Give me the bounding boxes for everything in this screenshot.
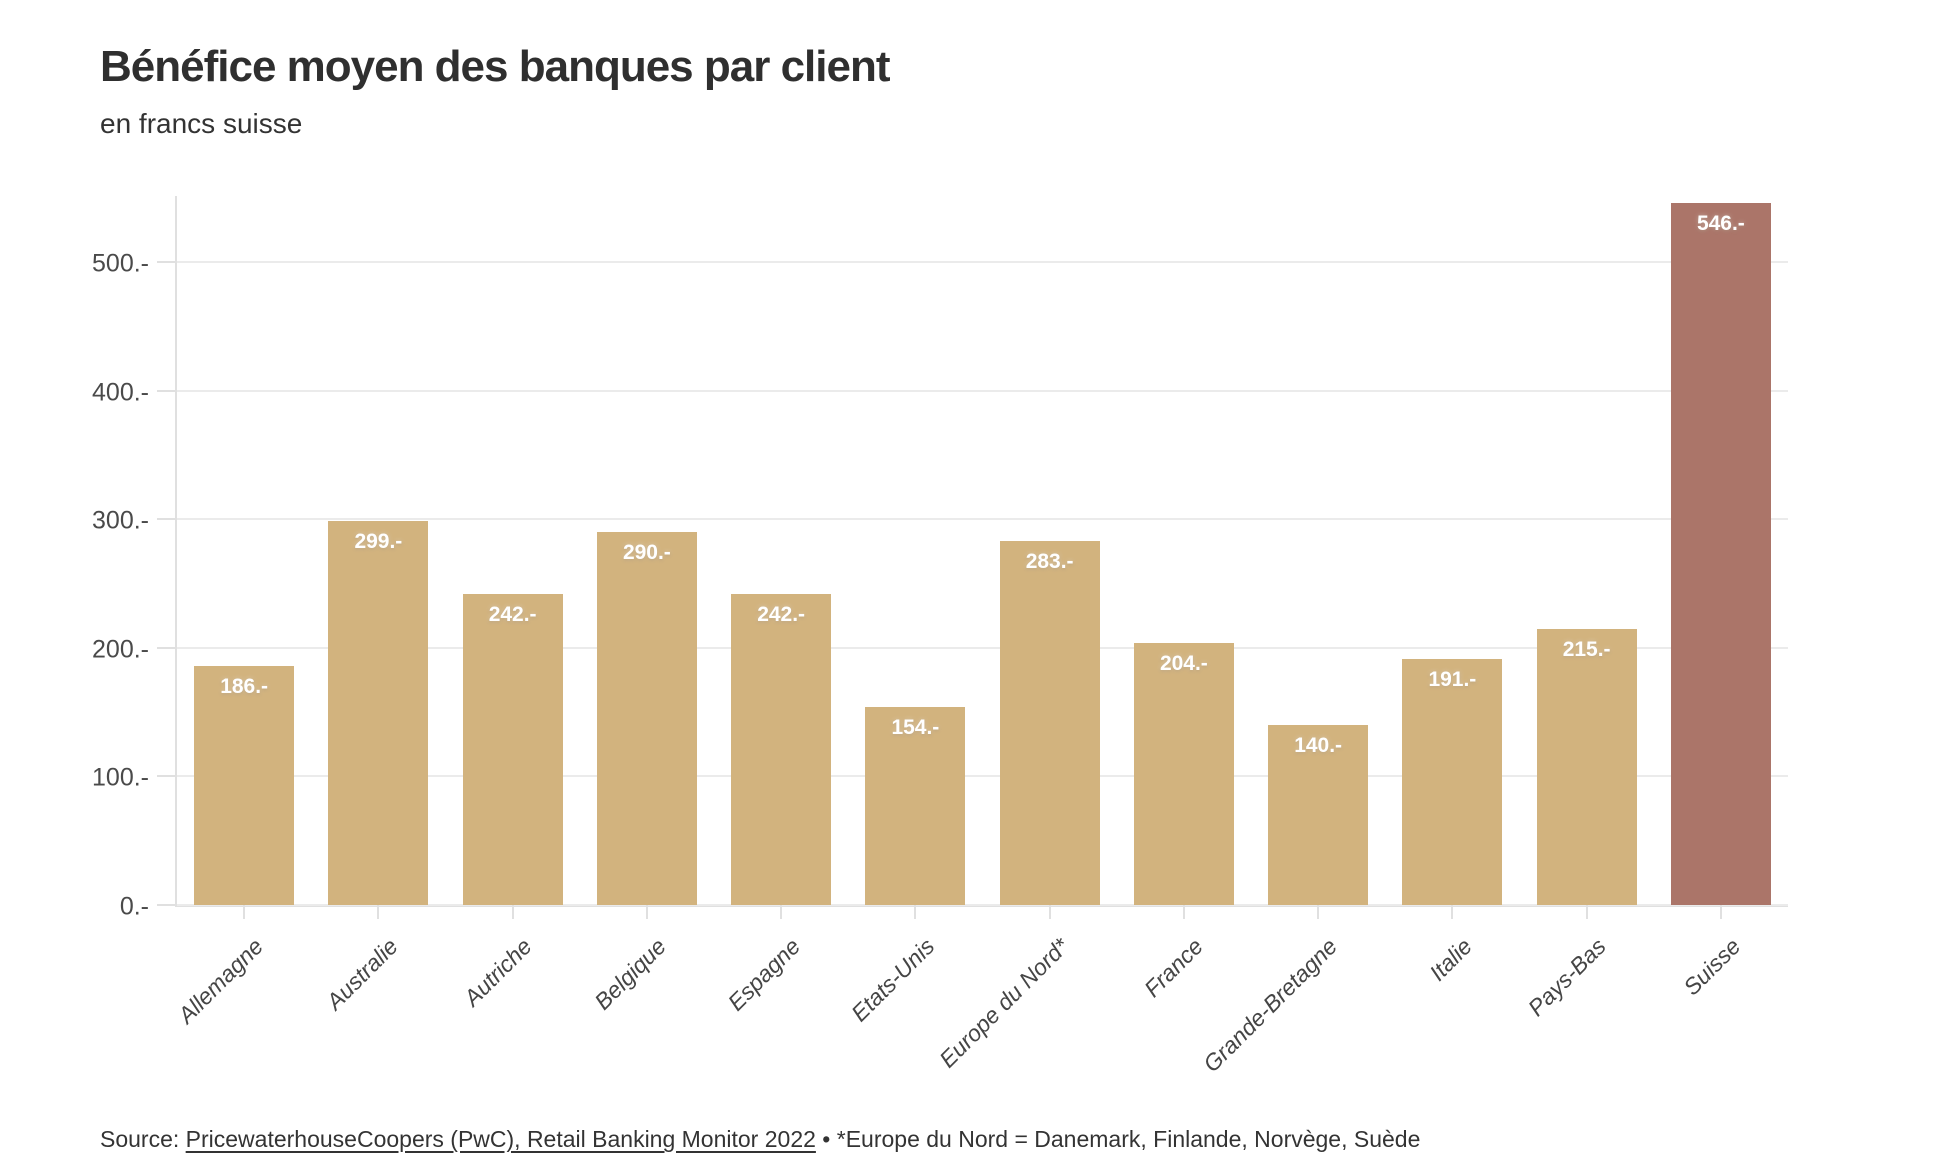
bar-australie[interactable]: 299.-	[328, 520, 429, 905]
x-axis-label-suisse: Suisse	[1678, 933, 1746, 1001]
x-axis-tick-europe-du-nord	[1048, 905, 1051, 919]
x-axis-label-etats-unis: Etats-Unis	[846, 933, 940, 1027]
y-axis-label-0: 0.-	[119, 892, 149, 921]
bar-slot-etats-unis: 154.- Etats-Unis	[846, 196, 982, 1026]
gridline-0	[177, 904, 1788, 906]
bar-slot-france: 204.- France	[1117, 196, 1251, 1002]
bar-value-suisse: 546.-	[1696, 212, 1745, 235]
x-axis-label-grande-bretagne: Grande-Bretagne	[1198, 933, 1343, 1078]
bar-value-italie: 191.-	[1428, 668, 1477, 692]
x-axis-tick-allemagne	[243, 905, 246, 919]
x-axis-tick-pays-bas	[1585, 905, 1588, 919]
bar-slot-allemagne: 186.- Allemagne	[173, 196, 311, 1028]
bar-value-pays-bas: 215.-	[1562, 637, 1611, 661]
chart-subtitle: en francs suisse	[100, 108, 303, 139]
bar-slot-pays-bas: 215.- Pays-Bas	[1520, 196, 1654, 1021]
y-axis-tick-0	[157, 904, 175, 906]
bar-slot-grande-bretagne: 140.- Grande-Bretagne	[1198, 196, 1385, 1077]
x-axis-tick-italie	[1451, 905, 1454, 919]
bar-slot-europe-du-nord: 283.- Europe du Nord*	[934, 196, 1117, 1073]
y-axis-tick-300	[157, 518, 175, 521]
x-axis-label-allemagne: Allemagne	[173, 933, 269, 1029]
bar-slot-belgique: 290.- Belgique	[580, 196, 714, 1015]
bar-value-grande-bretagne: 140.-	[1294, 734, 1343, 757]
bar-value-belgique: 290.-	[622, 541, 671, 565]
x-axis-tick-etats-unis	[914, 905, 917, 919]
bar-value-autriche: 242.-	[488, 602, 537, 626]
bar-pays-bas[interactable]: 215.-	[1536, 628, 1637, 905]
x-axis-tick-suisse	[1719, 905, 1722, 919]
x-axis-tick-grande-bretagne	[1317, 905, 1320, 919]
x-axis-label-australie: Australie	[321, 933, 403, 1015]
bar-autriche[interactable]: 242.-	[462, 593, 563, 905]
y-axis-tick-500	[157, 261, 175, 264]
source-prefix: Source:	[100, 1126, 186, 1152]
x-axis-tick-australie	[377, 905, 380, 919]
x-axis-label-belgique: Belgique	[589, 933, 672, 1015]
x-axis-label-france: France	[1139, 933, 1209, 1003]
bar-italie[interactable]: 191.-	[1402, 659, 1503, 905]
bar-slot-australie: 299.- Australie	[311, 196, 445, 1015]
plot-area: 0.- 100.- 200.- 300.- 400.- 500.- 186.- Allema…	[92, 196, 1788, 1077]
gridline-400	[177, 389, 1788, 392]
bar-france[interactable]: 204.-	[1133, 642, 1234, 905]
gridline-300	[177, 518, 1788, 521]
bar-slot-espagne: 242.- Espagne	[714, 196, 848, 1016]
y-axis-label-100: 100.-	[92, 763, 149, 792]
bar-value-espagne: 242.-	[757, 602, 806, 626]
bar-etats-unis[interactable]: 154.-	[865, 707, 966, 905]
bar-slot-autriche: 242.- Autriche	[446, 196, 580, 1011]
y-axis-label-400: 400.-	[92, 378, 149, 407]
bar-suisse[interactable]: 546.-	[1670, 203, 1771, 905]
bar-belgique[interactable]: 290.-	[596, 532, 697, 905]
source-link[interactable]: PricewaterhouseCoopers (PwC), Retail Ban…	[185, 1126, 816, 1152]
bar-europe-du-nord[interactable]: 283.-	[999, 541, 1100, 905]
bar-value-allemagne: 186.-	[220, 674, 269, 698]
y-axis-label-500: 500.-	[92, 249, 149, 278]
x-axis-label-europe-du-nord: Europe du Nord*	[934, 933, 1075, 1073]
x-axis-label-espagne: Espagne	[722, 933, 806, 1016]
bar-value-etats-unis: 154.-	[891, 716, 940, 739]
gridline-500	[177, 261, 1788, 264]
x-axis-tick-belgique	[645, 905, 648, 919]
source-line: Source: PricewaterhouseCoopers (PwC), Re…	[100, 1126, 1420, 1153]
y-axis-tick-400	[157, 389, 175, 392]
y-axis-tick-100	[157, 775, 175, 778]
x-axis-label-autriche: Autriche	[458, 933, 538, 1012]
bar-espagne[interactable]: 242.-	[731, 593, 832, 905]
x-axis-tick-france	[1182, 905, 1185, 919]
y-axis-tick-200	[157, 646, 175, 649]
y-axis-label-200: 200.-	[92, 635, 149, 664]
bar-value-france: 204.-	[1159, 651, 1208, 675]
x-axis-tick-autriche	[511, 905, 514, 919]
gridline-200	[177, 646, 1788, 649]
source-note: • *Europe du Nord = Danemark, Finlande, …	[815, 1126, 1421, 1152]
x-axis-tick-espagne	[780, 905, 783, 919]
y-axis-label-300: 300.-	[92, 506, 149, 535]
bars-row: 186.- Allemagne 299.- Australie 242.- Autrich…	[173, 196, 1788, 1077]
bar-value-australie: 299.-	[354, 529, 403, 553]
x-axis-label-pays-bas: Pays-Bas	[1523, 933, 1612, 1021]
chart-title: Bénéfice moyen des banques par client	[100, 42, 890, 91]
x-axis-label-italie: Italie	[1424, 933, 1477, 986]
bar-slot-italie: 191.- Italie	[1385, 196, 1519, 986]
bar-slot-suisse: 546.- Suisse	[1654, 196, 1788, 1000]
bar-value-europe-du-nord: 283.-	[1025, 550, 1074, 574]
gridline-100	[177, 775, 1788, 778]
bar-allemagne[interactable]: 186.-	[194, 665, 295, 905]
bar-grande-bretagne[interactable]: 140.-	[1268, 725, 1369, 905]
